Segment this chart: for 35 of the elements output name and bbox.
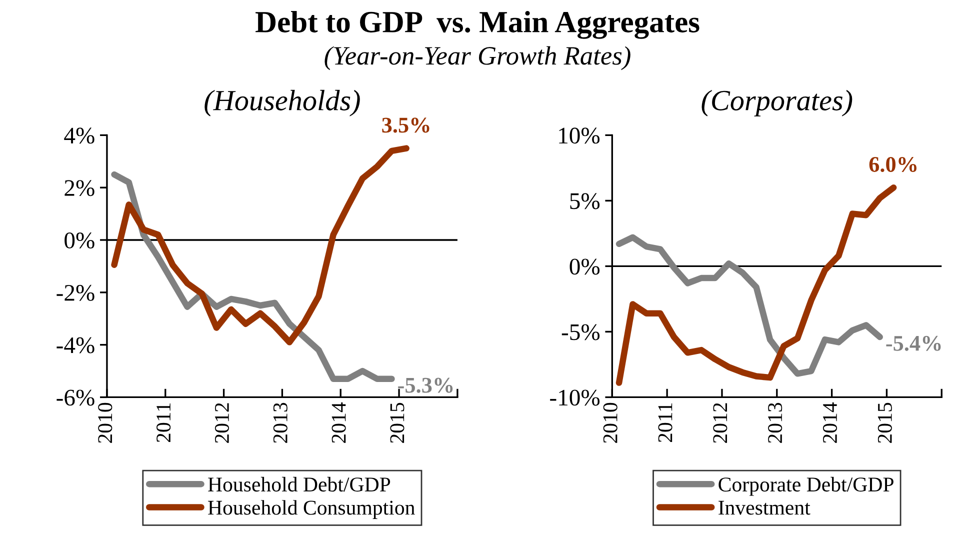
x-tick-label: 2014 bbox=[332, 402, 346, 443]
y-tick-label: 10% bbox=[559, 128, 600, 144]
legend-label: Corporate Debt/GDP bbox=[718, 476, 894, 496]
x-tick-label: 2014 bbox=[822, 402, 838, 443]
y-tick-label: -2% bbox=[56, 284, 94, 301]
legend-label: Household Debt/GDP bbox=[208, 476, 390, 492]
x-tick-label: 2015 bbox=[390, 402, 404, 443]
chart-title: (Households) bbox=[204, 90, 360, 116]
y-tick-label: -5% bbox=[562, 324, 600, 340]
y-tick-label: 4% bbox=[64, 128, 94, 144]
chart-title: (Corporates) bbox=[702, 90, 852, 116]
x-tick-label: 2011 bbox=[156, 403, 171, 442]
y-tick-label: 0% bbox=[570, 258, 600, 275]
y-tick-label: 0% bbox=[64, 232, 94, 248]
x-tick-label: 2015 bbox=[878, 402, 892, 443]
data-label: -5.4% bbox=[886, 336, 941, 351]
text: (Year-on-Year Growth Rates) bbox=[324, 46, 630, 70]
x-tick-label: 2012 bbox=[214, 403, 230, 443]
data-label: 3.5% bbox=[382, 118, 430, 133]
legend-label: Investment bbox=[718, 500, 810, 515]
y-tick-label: -10% bbox=[550, 390, 600, 406]
x-tick-label: 2012 bbox=[713, 403, 728, 443]
y-tick-label: -6% bbox=[56, 390, 94, 406]
x-tick-label: 2013 bbox=[768, 402, 782, 443]
x-tick-label: 2011 bbox=[658, 403, 672, 442]
text: Debt to GDP vs. Main Aggregates bbox=[256, 10, 700, 39]
data-label: 6.0% bbox=[869, 156, 916, 172]
data-label: -5.3% bbox=[398, 378, 453, 393]
x-tick-label: 2010 bbox=[98, 402, 112, 443]
x-tick-label: 2010 bbox=[603, 402, 618, 443]
y-tick-label: 5% bbox=[570, 193, 600, 210]
legend-label: Household Consumption bbox=[208, 500, 415, 519]
x-tick-label: 2013 bbox=[273, 402, 288, 443]
y-tick-label: 2% bbox=[64, 180, 94, 196]
y-tick-label: -4% bbox=[56, 337, 94, 354]
